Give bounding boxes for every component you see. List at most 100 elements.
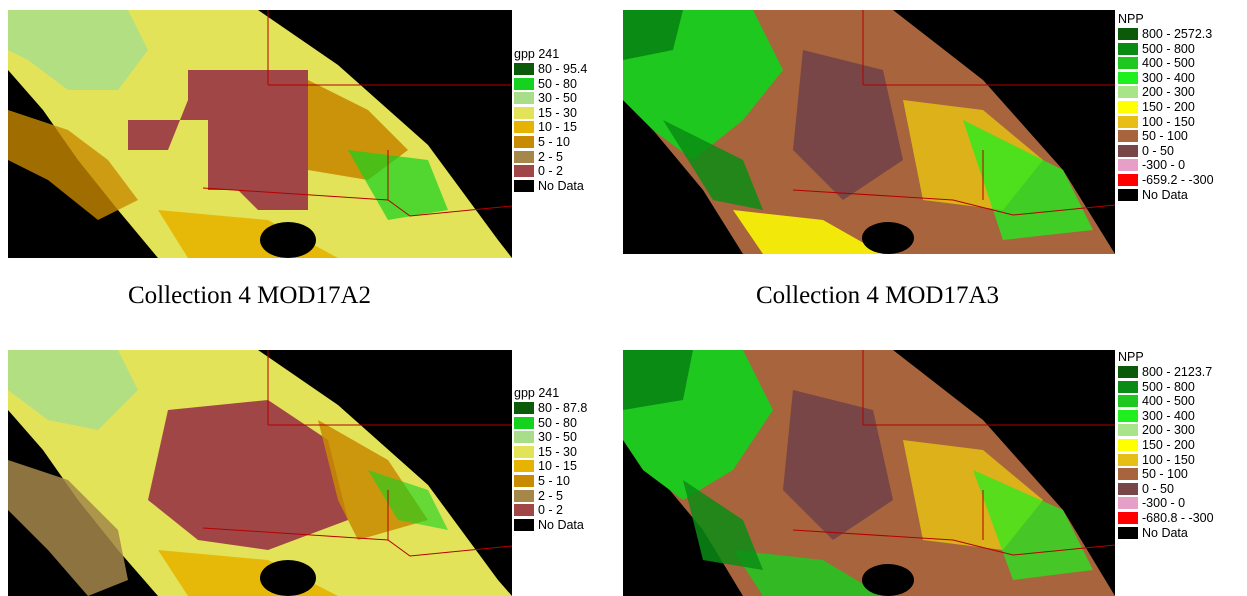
caption-c4-mod17a3: Collection 4 MOD17A3 bbox=[756, 282, 1000, 309]
legend-label: 80 - 95.4 bbox=[538, 62, 588, 76]
legend-swatch bbox=[1118, 86, 1138, 99]
legend-swatch bbox=[1118, 468, 1138, 481]
legend-row: 80 - 87.8 bbox=[514, 401, 587, 415]
legend-swatch bbox=[1118, 366, 1138, 378]
legend-gpp-c5: gpp 241 80 - 87.8 50 - 80 30 - 50 15 - 30 10 … bbox=[514, 386, 610, 566]
legend-row: 150 - 200 bbox=[1118, 438, 1195, 452]
legend-row: 500 - 800 bbox=[1118, 42, 1195, 56]
legend-swatch bbox=[1118, 57, 1138, 70]
legend-row: 80 - 95.4 bbox=[514, 62, 587, 76]
legend-label: 50 - 80 bbox=[538, 76, 577, 91]
legend-swatch bbox=[1118, 101, 1138, 113]
legend-row: 15 - 30 bbox=[514, 106, 577, 120]
legend-swatch bbox=[514, 106, 534, 119]
legend-row: No Data bbox=[1118, 526, 1188, 540]
npp-map-c5 bbox=[623, 350, 1115, 596]
legend-label: 30 - 50 bbox=[538, 430, 577, 445]
legend-label: 500 - 800 bbox=[1142, 41, 1195, 56]
legend-swatch bbox=[1118, 188, 1138, 201]
legend-label: 300 - 400 bbox=[1142, 70, 1195, 85]
legend-row: 100 - 150 bbox=[1118, 115, 1195, 129]
legend-label: -300 - 0 bbox=[1142, 496, 1186, 511]
legend-label: 0 - 50 bbox=[1142, 481, 1174, 496]
legend-label: 30 - 50 bbox=[538, 91, 577, 106]
legend-label: No Data bbox=[538, 517, 584, 532]
legend-swatch bbox=[1118, 144, 1138, 157]
legend-label: 400 - 500 bbox=[1142, 394, 1195, 409]
legend-swatch bbox=[514, 518, 534, 531]
legend-row: 500 - 800 bbox=[1118, 380, 1195, 394]
legend-row: 5 - 10 bbox=[514, 474, 570, 488]
legend-row: No Data bbox=[514, 179, 584, 193]
legend-row: 30 - 50 bbox=[514, 430, 577, 444]
legend-label: -300 - 0 bbox=[1142, 158, 1186, 173]
legend-swatch bbox=[1118, 115, 1138, 128]
legend-row: -659.2 - -300 bbox=[1118, 173, 1214, 187]
legend-swatch bbox=[514, 150, 534, 163]
legend-npp-c4: NPP 800 - 2572.3 500 - 800 400 - 500 300 - 4… bbox=[1118, 12, 1243, 242]
legend-swatch bbox=[514, 179, 534, 192]
legend-swatch bbox=[514, 92, 534, 105]
gpp-map-c4 bbox=[8, 10, 512, 258]
legend-row: 10 - 15 bbox=[514, 459, 577, 473]
legend-label: 5 - 10 bbox=[538, 474, 570, 488]
legend-swatch bbox=[1118, 174, 1138, 186]
legend-row: 50 - 80 bbox=[514, 416, 577, 430]
legend-label: 800 - 2572.3 bbox=[1142, 27, 1213, 41]
legend-title: gpp 241 bbox=[514, 47, 560, 61]
legend-row: -680.8 - -300 bbox=[1118, 511, 1214, 525]
legend-row: -300 - 0 bbox=[1118, 158, 1185, 172]
legend-label: 400 - 500 bbox=[1142, 56, 1195, 71]
legend-row: 15 - 30 bbox=[514, 445, 577, 459]
legend-row: No Data bbox=[514, 518, 584, 532]
legend-label: -680.8 - -300 bbox=[1142, 511, 1214, 525]
legend-label: 0 - 50 bbox=[1142, 143, 1174, 158]
legend-label: 15 - 30 bbox=[538, 105, 577, 120]
legend-swatch bbox=[514, 121, 534, 134]
legend-label: No Data bbox=[1142, 187, 1188, 202]
legend-row: 10 - 15 bbox=[514, 120, 577, 134]
legend-swatch bbox=[514, 402, 534, 414]
legend-swatch bbox=[1118, 159, 1138, 172]
legend-label: 10 - 15 bbox=[538, 120, 577, 135]
legend-swatch bbox=[1118, 395, 1138, 408]
legend-label: 500 - 800 bbox=[1142, 379, 1195, 394]
legend-swatch bbox=[1118, 130, 1138, 143]
legend-row: 200 - 300 bbox=[1118, 423, 1195, 437]
legend-title: NPP bbox=[1118, 12, 1144, 26]
legend-swatch bbox=[514, 416, 534, 429]
legend-row: 50 - 80 bbox=[514, 77, 577, 91]
legend-gpp-c4: gpp 241 80 - 95.4 50 - 80 30 - 50 15 - 30 10 … bbox=[514, 47, 610, 227]
legend-label: 150 - 200 bbox=[1142, 438, 1195, 452]
legend-label: 100 - 150 bbox=[1142, 452, 1195, 467]
legend-label: 10 - 15 bbox=[538, 459, 577, 474]
legend-label: -659.2 - -300 bbox=[1142, 173, 1214, 187]
caption-c4-mod17a2: Collection 4 MOD17A2 bbox=[128, 282, 372, 309]
legend-swatch bbox=[1118, 512, 1138, 524]
legend-row: 2 - 5 bbox=[514, 489, 563, 503]
legend-row: 0 - 50 bbox=[1118, 144, 1174, 158]
legend-swatch bbox=[1118, 453, 1138, 466]
legend-swatch bbox=[514, 77, 534, 90]
legend-label: 2 - 5 bbox=[538, 488, 564, 503]
legend-label: 15 - 30 bbox=[538, 444, 577, 459]
legend-swatch bbox=[514, 136, 534, 148]
legend-swatch bbox=[514, 431, 534, 444]
legend-row: -300 - 0 bbox=[1118, 496, 1185, 510]
legend-swatch bbox=[1118, 526, 1138, 539]
legend-label: 800 - 2123.7 bbox=[1142, 365, 1213, 379]
legend-label: 2 - 5 bbox=[538, 149, 564, 164]
legend-label: 0 - 2 bbox=[538, 503, 564, 518]
legend-label: 150 - 200 bbox=[1142, 100, 1195, 114]
legend-swatch bbox=[514, 504, 534, 517]
legend-row: 800 - 2123.7 bbox=[1118, 365, 1212, 379]
legend-row: No Data bbox=[1118, 188, 1188, 202]
legend-row: 300 - 400 bbox=[1118, 409, 1195, 423]
legend-label: 50 - 100 bbox=[1142, 467, 1188, 482]
legend-swatch bbox=[1118, 42, 1138, 55]
legend-swatch bbox=[1118, 71, 1138, 84]
legend-swatch bbox=[1118, 28, 1138, 40]
legend-row: 150 - 200 bbox=[1118, 100, 1195, 114]
legend-label: 100 - 150 bbox=[1142, 114, 1195, 129]
legend-swatch bbox=[1118, 409, 1138, 422]
